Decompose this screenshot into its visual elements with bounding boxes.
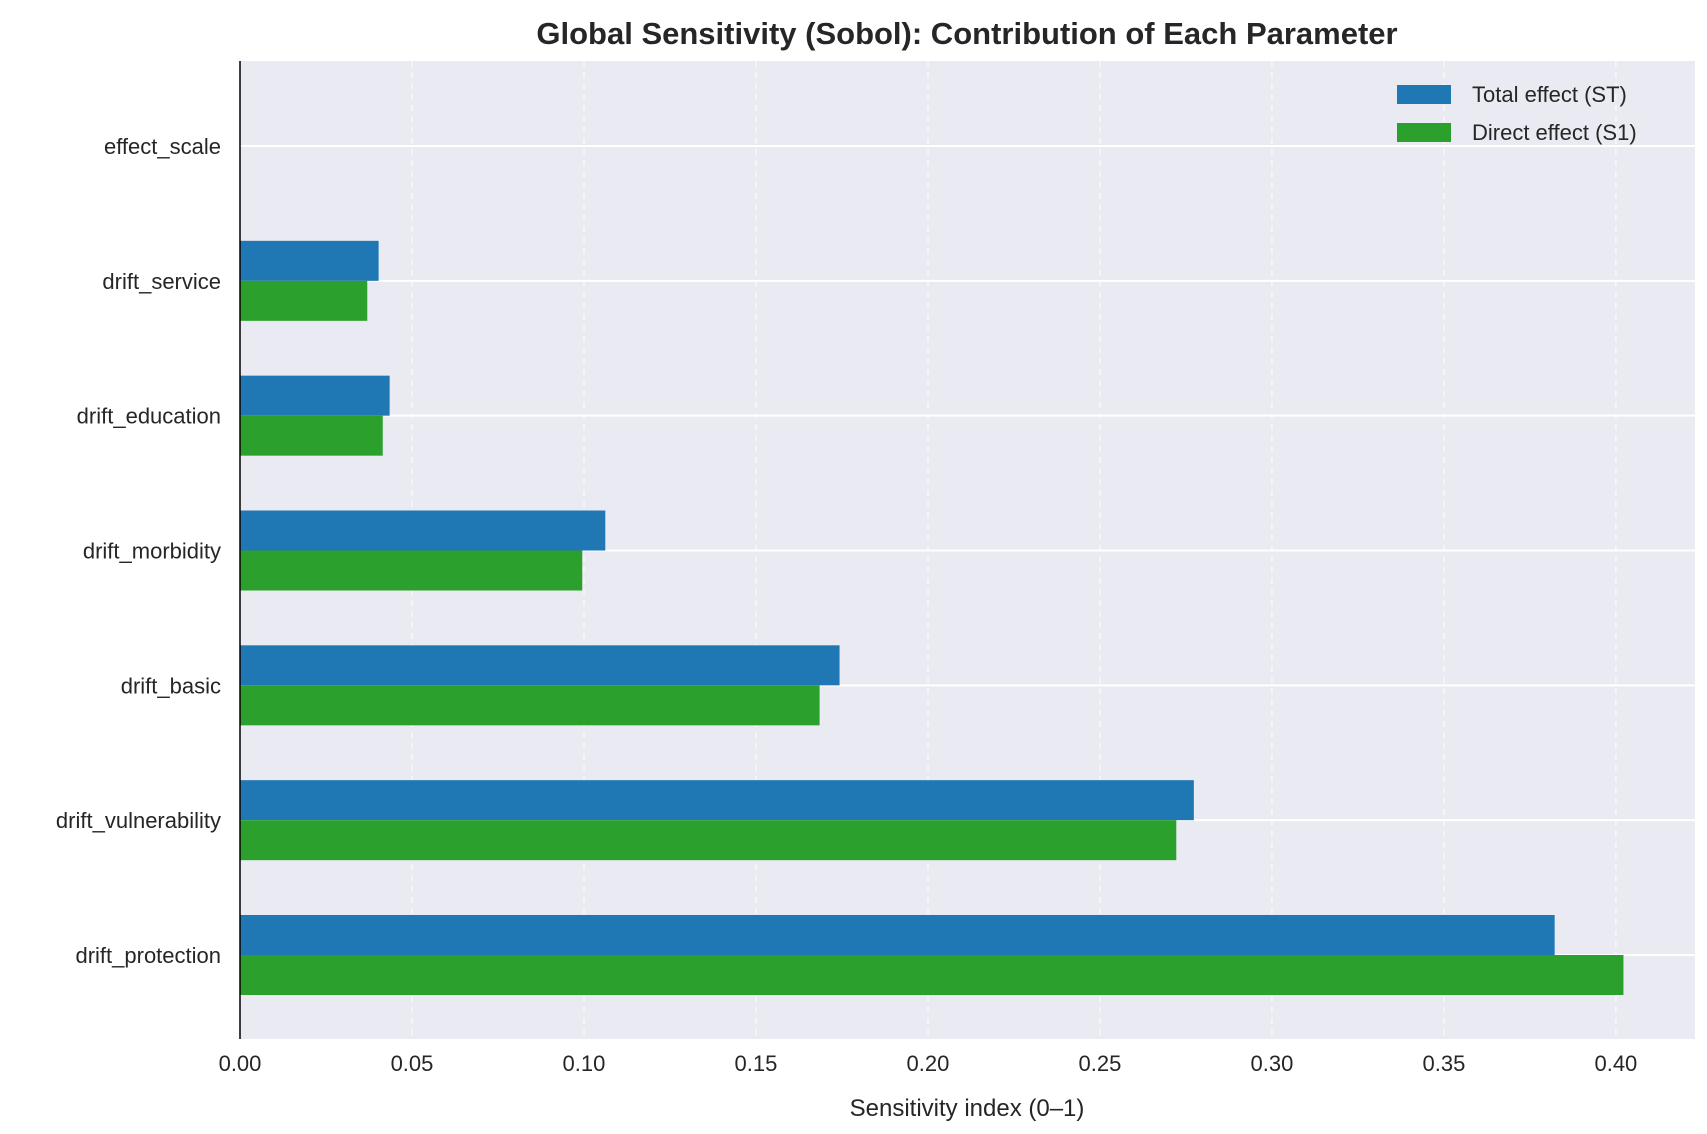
x-tick-label: 0.35: [1422, 1051, 1465, 1076]
bar-total-effect-drift_protection: [240, 915, 1555, 955]
x-tick-label: 0.25: [1079, 1051, 1122, 1076]
x-tick-label: 0.10: [563, 1051, 606, 1076]
legend-label-total-effect: Total effect (ST): [1472, 82, 1627, 107]
x-tick-label: 0.00: [219, 1051, 262, 1076]
legend: Total effect (ST) Direct effect (S1): [1397, 82, 1637, 145]
bar-direct-effect-drift_vulnerability: [240, 820, 1177, 861]
bar-total-effect-drift_vulnerability: [240, 780, 1194, 821]
y-tick-label: drift_service: [102, 269, 221, 294]
legend-swatch-total-effect: [1397, 85, 1451, 104]
x-tick-label: 0.20: [907, 1051, 950, 1076]
bar-group: [240, 240, 1624, 995]
chart-title: Global Sensitivity (Sobol): Contribution…: [536, 16, 1397, 51]
y-tick-label: drift_protection: [75, 943, 221, 968]
y-tick-label: drift_basic: [121, 673, 221, 698]
bar-direct-effect-drift_morbidity: [240, 550, 583, 591]
y-tick-labels: effect_scale drift_service drift_education…: [56, 134, 221, 968]
legend-swatch-direct-effect: [1397, 123, 1451, 142]
bar-direct-effect-drift_basic: [240, 685, 820, 726]
bar-total-effect-drift_education: [240, 375, 390, 416]
bar-total-effect-drift_basic: [240, 645, 840, 686]
x-tick-label: 0.30: [1251, 1051, 1294, 1076]
y-tick-label: drift_education: [77, 404, 221, 429]
bar-direct-effect-drift_education: [240, 415, 383, 456]
x-axis-label: Sensitivity index (0–1): [850, 1095, 1085, 1122]
legend-label-direct-effect: Direct effect (S1): [1472, 120, 1637, 145]
y-tick-label: drift_vulnerability: [56, 808, 221, 833]
bar-total-effect-drift_service: [240, 240, 379, 281]
y-tick-label: effect_scale: [104, 134, 221, 159]
y-tick-label: drift_morbidity: [83, 539, 221, 564]
x-tick-label: 0.40: [1594, 1051, 1637, 1076]
bar-total-effect-drift_morbidity: [240, 510, 606, 551]
bar-direct-effect-drift_service: [240, 280, 368, 321]
x-tick-labels: 0.00 0.05 0.10 0.15 0.20 0.25 0.30 0.35 0.40: [219, 1051, 1638, 1076]
x-tick-label: 0.05: [391, 1051, 434, 1076]
x-tick-label: 0.15: [735, 1051, 778, 1076]
bar-direct-effect-drift_protection: [240, 955, 1624, 995]
